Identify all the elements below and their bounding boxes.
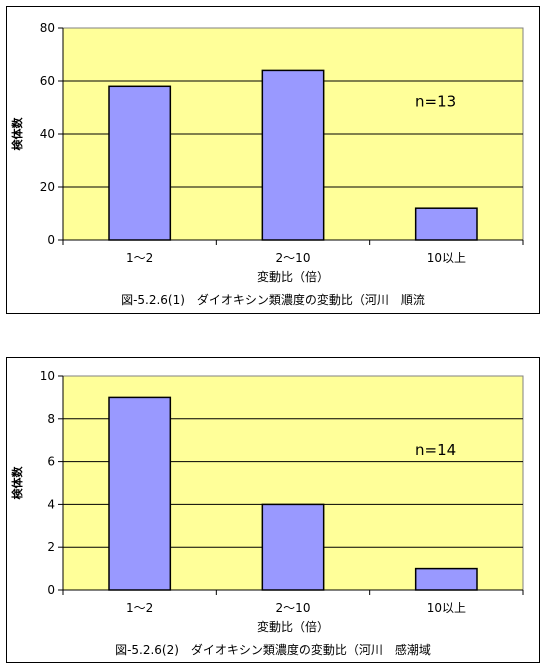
chart1-y-tick-label: 40 — [40, 127, 55, 141]
chart-caption-2: 図-5.2.6(2) ダイオキシン類濃度の変動比（河川 感潮域 — [115, 643, 431, 657]
chart2-y-tick-label: 8 — [47, 412, 55, 426]
chart2-y-axis-label: 検体数 — [10, 466, 24, 500]
chart1-bar — [108, 85, 172, 241]
chart-panel-2: 0 2 4 6 8 10 1～2 2～10 10以上変動比（倍） 検体数 n=14 図-5.2.6(… — [6, 357, 540, 663]
chart2-sample-count-annotation: n=14 — [415, 441, 456, 459]
chart1-sample-count-annotation: n=13 — [415, 92, 456, 110]
chart2-x-axis-label: 変動比（倍） — [257, 619, 329, 634]
chart2-x-tick-label: 1～2 — [126, 601, 153, 615]
chart1-y-tick-label: 60 — [40, 74, 55, 88]
chart2-y-tick-label: 10 — [40, 369, 55, 383]
chart2-y-tick-label: 2 — [47, 540, 55, 554]
chart1-x-tick-label: 10以上 — [427, 251, 466, 265]
chart1-x-tick-label: 2～10 — [276, 251, 311, 265]
chart1-y-tick-label: 80 — [40, 21, 55, 35]
chart1-y-tick-label: 20 — [40, 180, 55, 194]
chart1-y-axis-label: 検体数 — [10, 117, 24, 151]
chart2-y-tick-label: 6 — [47, 455, 55, 469]
chart2-y-tick-label: 4 — [47, 497, 55, 511]
chart2-bar — [108, 396, 172, 591]
chart1-x-axis-label: 変動比（倍） — [257, 269, 329, 284]
chart-panel-1: 0 20 40 60 80 1～2 2～10 10以上変動比（倍） 検体数 n=13 図-5.2.… — [6, 6, 540, 314]
chart2-y-tick-label: 0 — [47, 583, 55, 597]
chart2-x-tick-label: 2～10 — [276, 601, 311, 615]
chart2-bar — [261, 503, 325, 591]
chart1-bar — [261, 69, 325, 241]
chart1-x-tick-label: 1～2 — [126, 251, 153, 265]
chart2-bar — [414, 567, 478, 591]
chart1-bar — [414, 207, 478, 241]
chart2-x-tick-label: 10以上 — [427, 601, 466, 615]
chart-caption-1: 図-5.2.6(1) ダイオキシン類濃度の変動比（河川 順流 — [121, 293, 425, 307]
chart1-y-tick-label: 0 — [47, 233, 55, 247]
